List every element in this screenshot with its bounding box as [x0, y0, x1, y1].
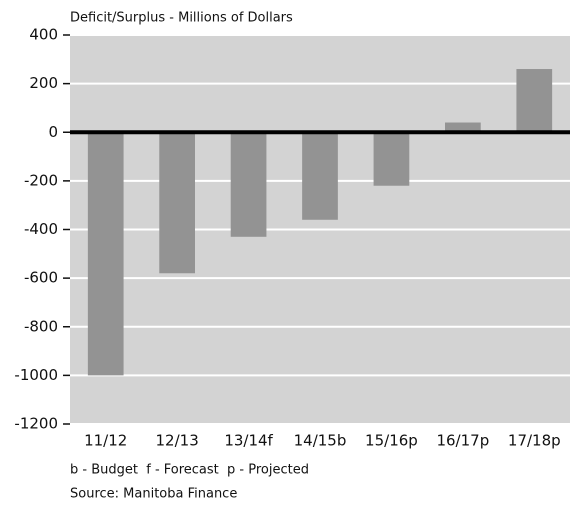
x-tick-label: 16/17p [436, 432, 489, 450]
footnote: b - Budget f - Forecast p - Projected [70, 463, 309, 478]
y-tick-label: -1200 [14, 415, 58, 433]
y-tick-label: -400 [24, 220, 58, 238]
x-tick-label: 14/15b [294, 432, 347, 450]
chart-title: Deficit/Surplus - Millions of Dollars [70, 11, 293, 26]
y-tick-label: 400 [29, 26, 58, 44]
x-tick-label: 17/18p [508, 432, 561, 450]
bar [87, 132, 124, 376]
x-tick-label: 11/12 [84, 432, 127, 450]
y-tick-label: -800 [24, 317, 58, 335]
x-tick-label: 12/13 [156, 432, 199, 450]
y-tick-label: -1000 [14, 366, 58, 384]
y-tick-label: -600 [24, 269, 58, 287]
bar [302, 132, 338, 220]
y-tick-label: -200 [24, 171, 58, 189]
y-tick-label: 200 [29, 74, 58, 92]
x-tick-label: 15/16p [365, 432, 418, 450]
bar [230, 132, 267, 237]
bar [159, 132, 195, 274]
bar [516, 69, 553, 133]
bar [373, 132, 410, 186]
bar [445, 122, 481, 133]
y-tick-label: 0 [48, 123, 58, 141]
x-tick-label: 13/14f [224, 432, 273, 450]
source: Source: Manitoba Finance [70, 487, 237, 502]
